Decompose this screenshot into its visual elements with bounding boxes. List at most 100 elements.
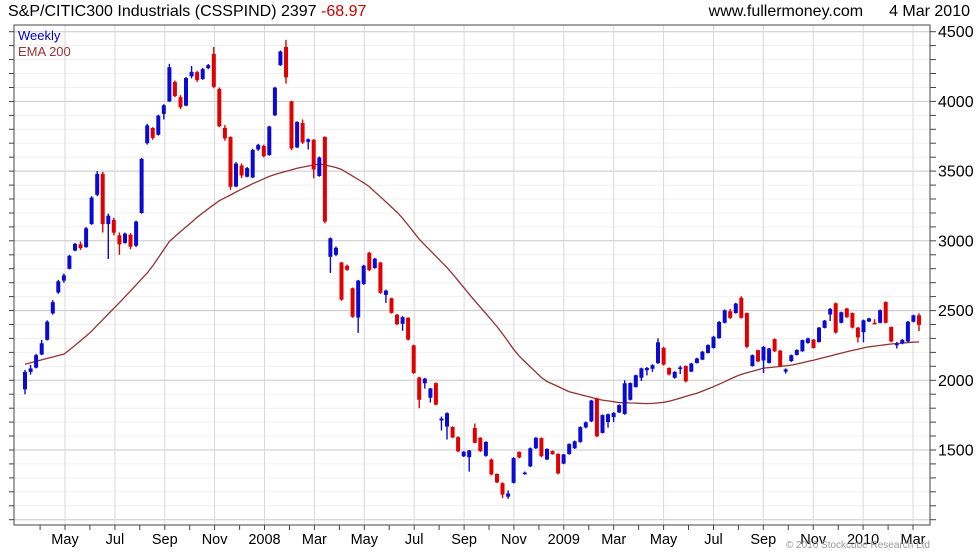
- candle-body: [783, 369, 788, 372]
- candle-body: [650, 365, 655, 369]
- candle-body: [611, 412, 616, 418]
- candle-body: [350, 288, 355, 317]
- candle-body: [822, 320, 827, 328]
- candle-body: [894, 343, 899, 346]
- y-axis-label: 1500: [938, 443, 974, 460]
- candle-body: [739, 297, 744, 318]
- candle-body: [184, 78, 188, 106]
- page-title: S&P/CITIC300 Industrials (CSSPIND) 2397 …: [8, 3, 366, 21]
- candle-body: [911, 315, 916, 322]
- candle-body: [356, 280, 361, 318]
- candle-body: [34, 355, 39, 368]
- candle-body: [917, 315, 921, 325]
- candle-body: [239, 165, 244, 176]
- candle-body: [45, 321, 50, 340]
- candle-body: [206, 65, 211, 68]
- candle-body: [234, 163, 238, 187]
- candle-body: [811, 339, 816, 348]
- x-axis-label: Jul: [405, 532, 424, 548]
- candle-body: [450, 427, 455, 438]
- candle-body: [111, 219, 116, 233]
- candle-body: [128, 234, 133, 247]
- candle-body: [145, 125, 150, 144]
- candle-body: [267, 126, 272, 156]
- y-axis-label: 4500: [938, 24, 974, 41]
- candle-body: [117, 235, 122, 245]
- candle-body: [656, 342, 660, 364]
- candle-body: [28, 368, 33, 372]
- candle-body: [639, 368, 644, 378]
- candle-body: [106, 215, 111, 225]
- candle-body: [317, 157, 322, 176]
- candle-body: [883, 301, 888, 323]
- candle-body: [711, 336, 716, 348]
- candle-body: [428, 388, 433, 398]
- candle-body: [56, 281, 61, 293]
- candle-body: [733, 303, 738, 314]
- candle-body: [61, 275, 66, 281]
- plot-frame: [13, 24, 931, 526]
- candle-body: [617, 405, 622, 413]
- candle-body: [439, 418, 444, 421]
- candle-body: [417, 377, 422, 400]
- x-axis-label: 2010: [847, 532, 879, 548]
- candle-body: [383, 290, 388, 295]
- candle-body: [467, 450, 472, 458]
- candle-body: [522, 472, 527, 475]
- candle-body: [533, 437, 538, 449]
- candle-body: [306, 139, 311, 142]
- candle-body: [728, 311, 733, 318]
- candle-body: [200, 69, 205, 80]
- candle-body: [689, 363, 694, 372]
- candle-body: [661, 347, 666, 365]
- candle-body: [339, 262, 344, 300]
- legend-ema: EMA 200: [18, 44, 71, 59]
- candle-body: [73, 243, 77, 251]
- candle-body: [517, 451, 522, 458]
- copyright-notice: © 2010 Stockcube Research Ltd: [785, 540, 930, 551]
- candle-body: [167, 67, 172, 102]
- candle-body: [406, 317, 411, 340]
- candle-body: [456, 437, 461, 452]
- candle-body: [95, 173, 100, 195]
- candle-body: [872, 322, 877, 325]
- candle-body: [545, 448, 549, 460]
- candle-body: [245, 168, 250, 177]
- candle-body: [250, 149, 255, 178]
- candle-body: [472, 428, 477, 443]
- candle-body: [328, 238, 333, 257]
- candle-body: [345, 265, 350, 270]
- candle-body: [39, 343, 44, 355]
- price-change: -68.97: [321, 3, 367, 20]
- y-axis-label: 4000: [938, 94, 974, 111]
- candle-body: [433, 383, 438, 405]
- candle-body: [583, 422, 588, 428]
- candle-body: [839, 312, 844, 323]
- legend: Weekly EMA 200: [18, 28, 71, 60]
- candle-body: [445, 413, 449, 427]
- candle-body: [900, 339, 905, 344]
- candle-body: [700, 351, 705, 360]
- candle-body: [23, 371, 27, 390]
- candle-body: [572, 441, 577, 449]
- candle-body: [172, 81, 177, 97]
- candle-body: [817, 327, 821, 342]
- candle-body: [506, 493, 511, 497]
- candle-body: [667, 368, 672, 375]
- x-axis-label: Jul: [704, 532, 723, 548]
- website-link[interactable]: www.fullermoney.com: [708, 3, 864, 20]
- candle-body: [300, 123, 305, 143]
- x-axis-label: Nov: [501, 532, 528, 548]
- candle-body: [867, 318, 871, 322]
- candle-body: [528, 448, 533, 467]
- y-axis-label: 2000: [938, 373, 974, 390]
- candle-body: [389, 298, 394, 313]
- x-axis-label: Mar: [901, 532, 926, 548]
- y-axis-label: 2500: [938, 303, 974, 320]
- candle-body: [878, 310, 883, 323]
- candle-body: [578, 427, 583, 442]
- candle-body: [789, 355, 794, 362]
- candle-body: [567, 444, 572, 455]
